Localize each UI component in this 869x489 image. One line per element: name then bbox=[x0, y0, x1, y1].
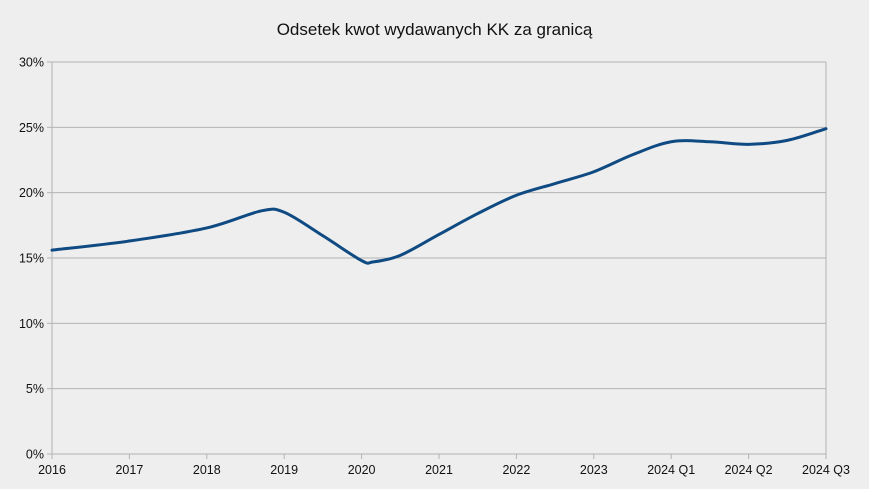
series-layer bbox=[50, 127, 828, 265]
x-tick-label: 2016 bbox=[38, 463, 66, 477]
data-point bbox=[476, 212, 479, 215]
data-point bbox=[399, 254, 402, 257]
data-point bbox=[747, 143, 750, 146]
y-tick-label: 5% bbox=[26, 382, 44, 396]
gridlines bbox=[52, 61, 826, 390]
data-point bbox=[515, 194, 518, 197]
y-tick-label: 25% bbox=[19, 121, 44, 135]
data-point bbox=[437, 233, 441, 236]
chart-title: Odsetek kwot wydawanych KK za granicą bbox=[277, 20, 593, 39]
x-tick-label: 2023 bbox=[580, 463, 608, 477]
y-tick-label: 20% bbox=[19, 186, 44, 200]
data-point bbox=[824, 127, 828, 130]
data-point bbox=[50, 248, 54, 252]
data-point bbox=[786, 139, 789, 142]
x-axis-ticks: 2016 2017 2018 2019 2020 2021 2022 2023 2024 Q1 2… bbox=[38, 454, 850, 477]
data-point bbox=[372, 260, 375, 264]
data-point bbox=[259, 209, 263, 213]
x-tick-label: 2024 Q1 bbox=[647, 463, 695, 477]
data-point bbox=[321, 234, 325, 237]
data-point bbox=[283, 211, 286, 214]
data-point bbox=[670, 140, 673, 143]
x-tick-label: 2021 bbox=[425, 463, 453, 477]
data-point bbox=[205, 226, 208, 230]
x-tick-label: 2017 bbox=[115, 463, 143, 477]
x-tick-label: 2020 bbox=[348, 463, 376, 477]
x-tick-label: 2024 Q2 bbox=[725, 463, 773, 477]
data-point bbox=[553, 182, 557, 185]
y-tick-label: 0% bbox=[26, 448, 44, 462]
y-axis-ticks: 0% 5% 10% 15% 20% 25% 30% bbox=[19, 56, 52, 462]
x-tick-label: 2018 bbox=[193, 463, 221, 477]
x-tick-label: 2024 Q3 bbox=[802, 463, 850, 477]
data-point bbox=[631, 153, 634, 156]
y-tick-label: 30% bbox=[19, 56, 44, 70]
data-point bbox=[128, 239, 131, 243]
data-point bbox=[592, 170, 595, 173]
y-tick-label: 10% bbox=[19, 317, 44, 331]
x-tick-label: 2022 bbox=[502, 463, 530, 477]
x-tick-label: 2019 bbox=[270, 463, 298, 477]
data-point bbox=[708, 140, 712, 143]
y-tick-label: 15% bbox=[19, 252, 44, 266]
data-point bbox=[360, 259, 363, 262]
